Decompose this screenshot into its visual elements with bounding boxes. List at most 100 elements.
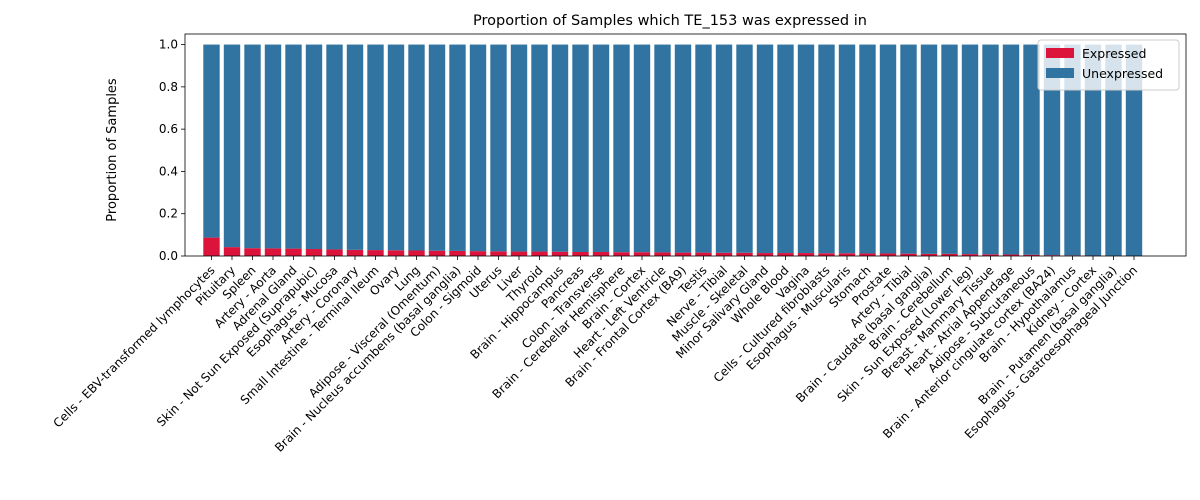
y-tick-label: 0.4 [159, 164, 178, 178]
bar-unexpressed [408, 44, 425, 251]
legend-label-expressed: Expressed [1082, 46, 1146, 61]
y-tick-label: 1.0 [159, 38, 178, 52]
bar-expressed [305, 249, 323, 256]
bar-expressed [572, 251, 589, 256]
bar-expressed [223, 247, 241, 256]
bar-expressed [244, 248, 261, 256]
bar-unexpressed [469, 44, 487, 252]
bar-expressed [756, 253, 774, 256]
legend-swatch-expressed [1046, 48, 1074, 58]
bar-expressed [900, 253, 917, 256]
bar-expressed [387, 250, 405, 256]
y-tick-label: 0.0 [159, 249, 178, 263]
bar-expressed [674, 252, 692, 256]
bar-unexpressed [1043, 44, 1061, 256]
bar-expressed [982, 254, 999, 256]
bar-unexpressed [510, 44, 528, 252]
bar-unexpressed [961, 44, 979, 255]
bar-expressed [879, 253, 897, 256]
bar-expressed [654, 252, 671, 256]
bar-unexpressed [244, 44, 261, 249]
bar-unexpressed [777, 44, 794, 254]
legend-swatch-unexpressed [1046, 68, 1074, 78]
bar-expressed [551, 251, 569, 256]
bar-expressed [326, 249, 343, 256]
axes-frame [184, 33, 1187, 257]
bar-unexpressed [941, 44, 958, 254]
bar-expressed [449, 250, 466, 256]
bar-unexpressed [223, 44, 241, 248]
bar-unexpressed [674, 44, 692, 253]
legend: Expressed Unexpressed [1037, 39, 1180, 91]
bar-unexpressed [531, 44, 548, 252]
bar-expressed [695, 252, 712, 256]
bar-expressed [736, 252, 753, 256]
bar-unexpressed [1084, 44, 1102, 256]
bar-expressed [531, 251, 548, 256]
bar-expressed [367, 250, 384, 256]
bar-unexpressed [838, 44, 856, 254]
bar-expressed [490, 251, 507, 256]
bar-unexpressed [756, 44, 774, 254]
bar-expressed [285, 248, 302, 256]
bar-unexpressed [449, 44, 466, 251]
legend-label-unexpressed: Unexpressed [1082, 66, 1163, 81]
bar-unexpressed [695, 44, 712, 253]
y-axis-title: Proportion of Samples [105, 78, 120, 222]
bar-unexpressed [797, 44, 815, 254]
bar-unexpressed [428, 44, 446, 251]
bar-expressed [715, 252, 733, 256]
bar-unexpressed [920, 44, 938, 254]
bar-unexpressed [715, 44, 733, 253]
chart-title: Proportion of Samples which TE_153 was e… [473, 13, 867, 29]
bar-unexpressed [1064, 44, 1081, 256]
bar-expressed [1043, 255, 1061, 256]
bar-unexpressed [285, 44, 302, 249]
bar-expressed [346, 249, 364, 256]
bar-unexpressed [592, 44, 610, 252]
bar-expressed [613, 252, 630, 256]
bar-unexpressed [305, 44, 323, 250]
bar-expressed [838, 253, 856, 256]
bar-unexpressed [346, 44, 364, 250]
bar-unexpressed [367, 44, 384, 251]
plot-area: 0.0 0.2 0.4 0.6 0.8 1.0 Cells - EBV-transforme… [51, 33, 1187, 455]
bar-unexpressed [1105, 44, 1122, 256]
bar-unexpressed [633, 44, 651, 253]
bar-unexpressed [879, 44, 897, 254]
bar-expressed [1002, 254, 1020, 256]
x-tick-label: Cells - EBV-transformed lymphocytes [51, 263, 218, 430]
bar-expressed [428, 250, 446, 256]
bar-unexpressed [326, 44, 343, 250]
bar-unexpressed [203, 44, 220, 238]
bar-unexpressed [264, 44, 282, 249]
bar-expressed [961, 254, 979, 256]
bar-expressed [408, 250, 425, 256]
y-tick-label: 0.2 [159, 207, 178, 221]
bar-expressed [203, 237, 220, 256]
bar-unexpressed [859, 44, 876, 254]
bar-expressed [592, 251, 610, 256]
bar-expressed [633, 252, 651, 256]
bar-expressed [859, 253, 876, 256]
bar-expressed [264, 248, 282, 256]
y-tick-label: 0.8 [159, 80, 178, 94]
bar-expressed [1023, 254, 1040, 256]
bar-unexpressed [613, 44, 630, 253]
bar-unexpressed [387, 44, 405, 251]
bar-unexpressed [654, 44, 671, 253]
bar-unexpressed [900, 44, 917, 254]
bar-unexpressed [818, 44, 835, 254]
y-tick-label: 0.6 [159, 122, 178, 136]
bar-unexpressed [490, 44, 507, 252]
bar-unexpressed [736, 44, 753, 253]
bar-expressed [941, 253, 958, 256]
bar-unexpressed [572, 44, 589, 252]
bar-unexpressed [1002, 44, 1020, 255]
bar-unexpressed [1125, 44, 1143, 257]
bar-unexpressed [982, 44, 999, 255]
bar-expressed [469, 251, 487, 256]
bar-expressed [920, 253, 938, 256]
bar-expressed [510, 251, 528, 256]
